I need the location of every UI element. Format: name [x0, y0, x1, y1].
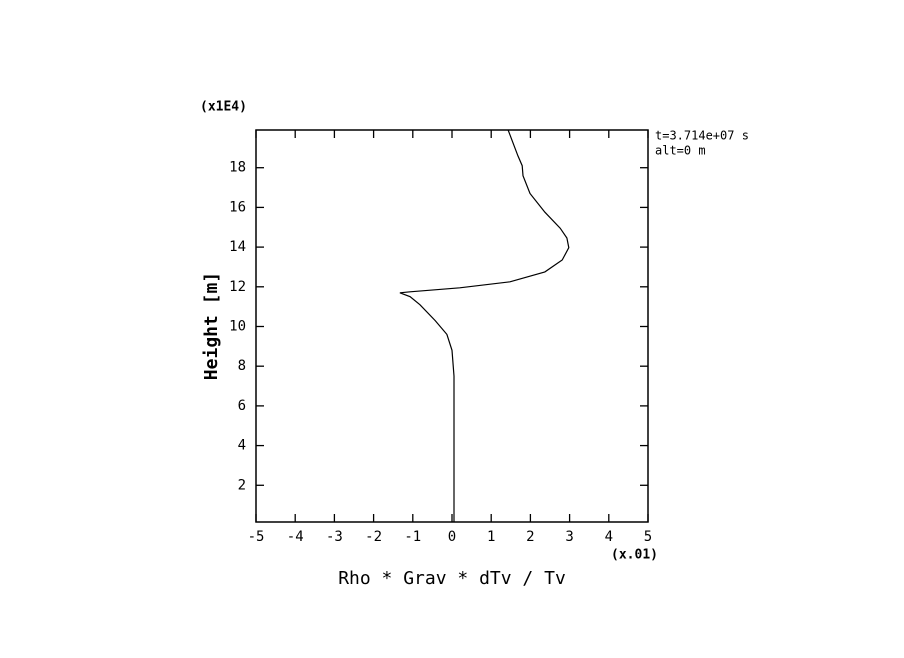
x-tick-label: 3 — [565, 529, 573, 545]
y-axis-label: Height [m] — [201, 272, 222, 380]
x-tick-label: -5 — [248, 529, 265, 545]
y-tick-label: 6 — [238, 398, 246, 414]
y-multiplier: (x1E4) — [200, 100, 247, 115]
x-tick-label: 0 — [448, 529, 456, 545]
y-tick-label: 18 — [229, 160, 246, 176]
y-tick-label: 14 — [229, 239, 246, 255]
annotation: t=3.714e+07 s — [655, 129, 749, 143]
y-tick-label: 2 — [238, 477, 246, 493]
x-tick-label: 5 — [644, 529, 652, 545]
x-tick-label: 4 — [605, 529, 613, 545]
y-tick-label: 16 — [229, 199, 246, 215]
annotation: alt=0 m — [655, 144, 706, 158]
y-tick-label: 8 — [238, 358, 246, 374]
y-tick-label: 10 — [229, 318, 246, 334]
x-tick-label: 2 — [526, 529, 534, 545]
x-tick-label: 1 — [487, 529, 495, 545]
x-tick-label: -1 — [404, 529, 421, 545]
x-axis-label: Rho * Grav * dTv / Tv — [338, 568, 566, 589]
x-tick-label: -4 — [287, 529, 304, 545]
plot-frame — [255, 129, 649, 523]
x-tick-label: -2 — [365, 529, 382, 545]
x-tick-label: -3 — [326, 529, 343, 545]
data-line — [399, 129, 570, 522]
y-tick-label: 4 — [238, 438, 246, 454]
y-tick-label: 12 — [229, 279, 246, 295]
x-multiplier: (x.01) — [611, 548, 658, 563]
